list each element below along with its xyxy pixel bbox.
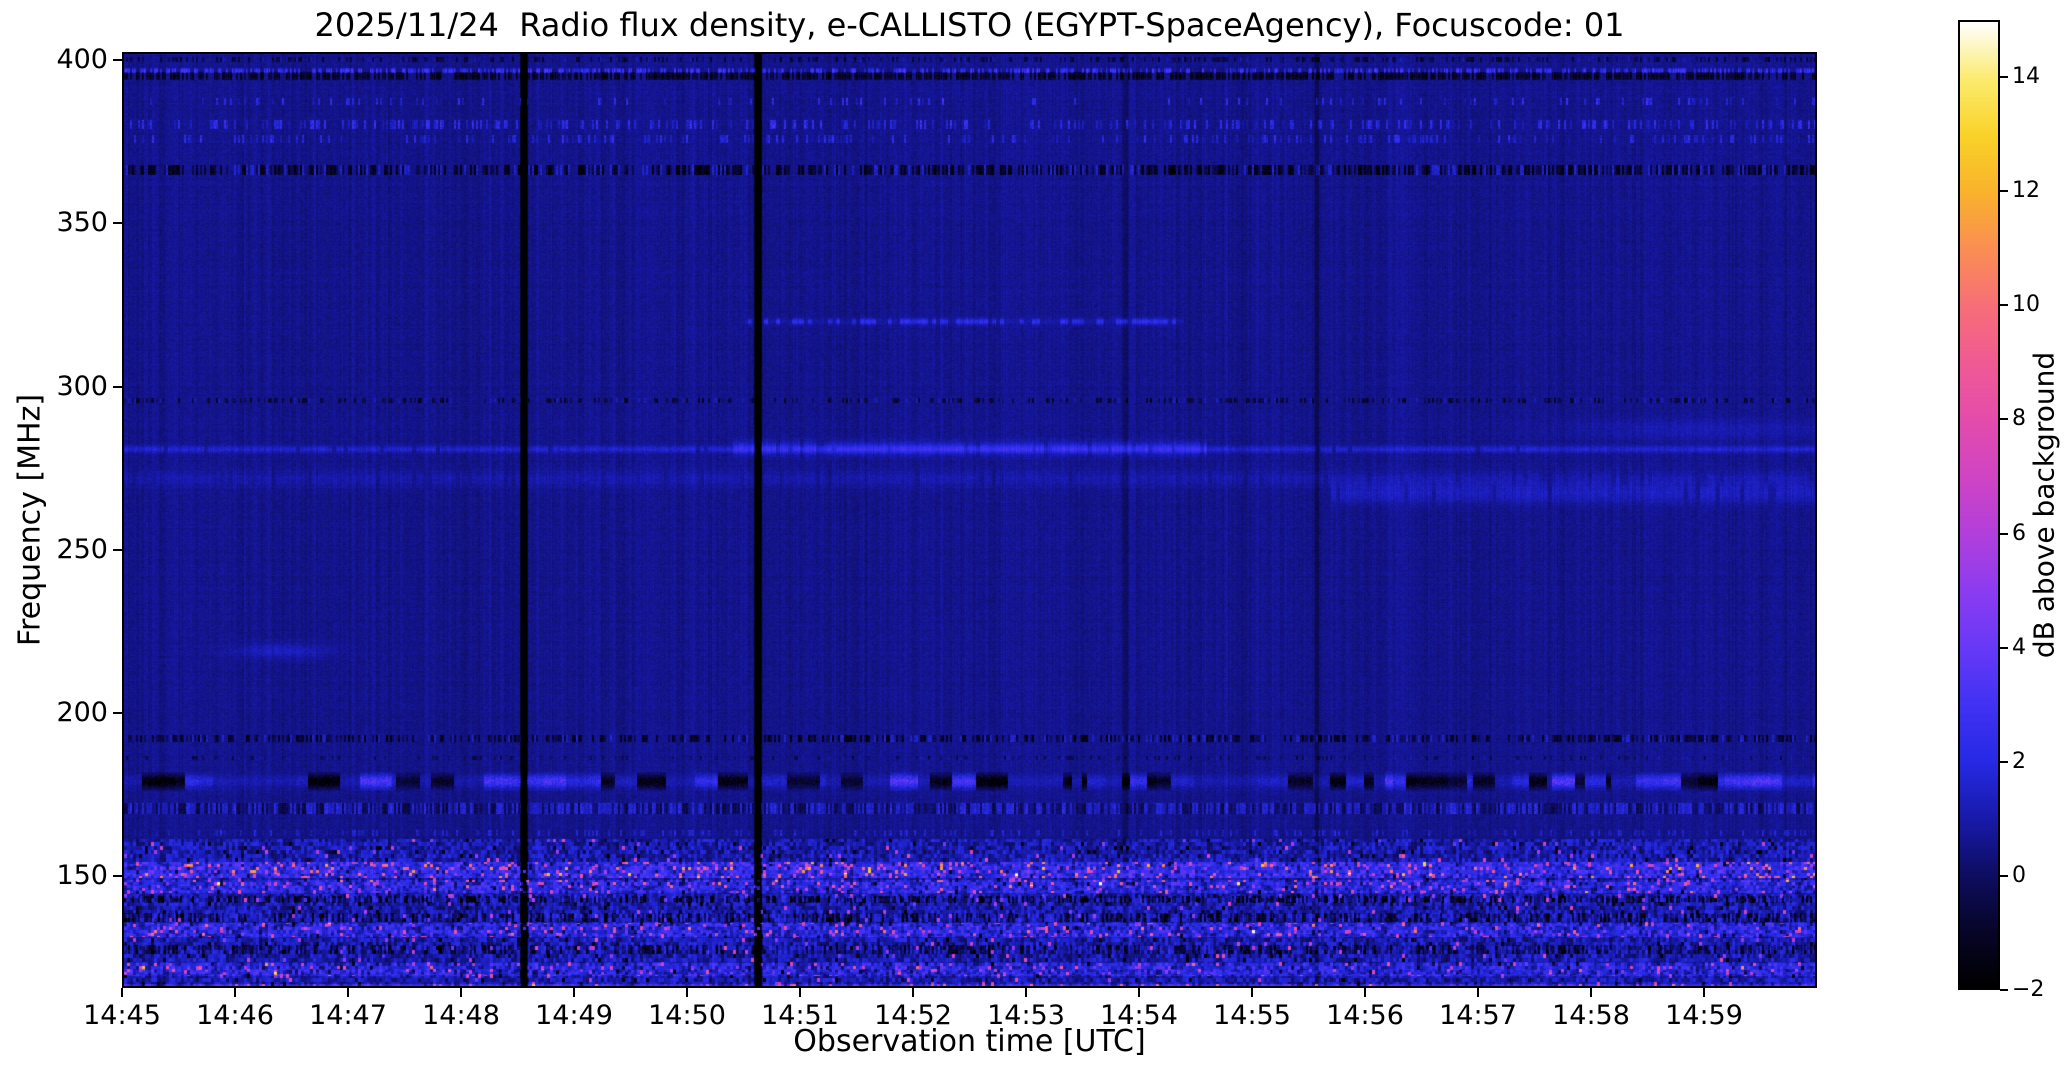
x-tick-mark <box>1590 988 1592 997</box>
y-tick-mark <box>113 875 122 878</box>
y-tick-mark <box>113 59 122 62</box>
colorbar-tick-label: 4 <box>2012 634 2026 660</box>
y-tick-mark <box>113 548 122 551</box>
x-tick-mark <box>573 988 575 997</box>
x-tick-label: 14:51 <box>761 1000 839 1031</box>
y-tick-label: 300 <box>56 370 108 402</box>
colorbar-tick-label: 0 <box>2012 862 2026 888</box>
colorbar-tick-mark <box>2000 646 2008 649</box>
x-tick-label: 14:49 <box>535 1000 613 1031</box>
colorbar-tick-mark <box>2000 760 2008 763</box>
x-tick-mark <box>121 988 123 997</box>
x-tick-label: 14:50 <box>648 1000 726 1031</box>
x-tick-label: 14:59 <box>1665 1000 1743 1031</box>
y-tick-mark <box>113 385 122 388</box>
x-tick-mark <box>460 988 462 997</box>
x-tick-label: 14:46 <box>196 1000 274 1031</box>
colorbar-tick-mark <box>2000 532 2008 535</box>
x-tick-mark <box>1477 988 1479 997</box>
y-axis-label: Frequency [MHz] <box>12 393 48 647</box>
x-tick-mark <box>799 988 801 997</box>
colorbar-tick-label: 14 <box>2012 64 2040 90</box>
colorbar-label: dB above background <box>2027 351 2061 659</box>
x-tick-label: 14:52 <box>874 1000 952 1031</box>
colorbar-tick-label: 12 <box>2012 178 2040 204</box>
y-tick-label: 250 <box>56 533 108 565</box>
colorbar-tick-mark <box>2000 874 2008 877</box>
chart-title: 2025/11/24 Radio flux density, e-CALLIST… <box>314 6 1625 44</box>
x-tick-label: 14:57 <box>1439 1000 1517 1031</box>
x-tick-mark <box>686 988 688 997</box>
x-tick-label: 14:54 <box>1100 1000 1178 1031</box>
x-tick-mark <box>1251 988 1253 997</box>
colorbar-tick-label: 2 <box>2012 748 2026 774</box>
colorbar-tick-label: 6 <box>2012 520 2026 546</box>
y-tick-label: 350 <box>56 207 108 239</box>
x-tick-label: 14:58 <box>1552 1000 1630 1031</box>
x-tick-mark <box>912 988 914 997</box>
y-tick-label: 400 <box>56 44 108 76</box>
y-tick-label: 150 <box>56 860 108 892</box>
x-axis-label: Observation time [UTC] <box>793 1024 1146 1059</box>
plot-area <box>122 52 1817 988</box>
x-tick-mark <box>1703 988 1705 997</box>
spectrogram-canvas <box>124 54 1815 986</box>
y-tick-label: 200 <box>56 696 108 728</box>
colorbar <box>1958 20 2000 990</box>
colorbar-tick-mark <box>2000 418 2008 421</box>
x-tick-mark <box>1138 988 1140 997</box>
colorbar-gradient-canvas <box>1960 22 1998 988</box>
colorbar-tick-mark <box>2000 304 2008 307</box>
x-tick-label: 14:55 <box>1213 1000 1291 1031</box>
colorbar-tick-label: −2 <box>2012 977 2045 1002</box>
x-tick-mark <box>347 988 349 997</box>
x-tick-label: 14:53 <box>987 1000 1065 1031</box>
y-tick-mark <box>113 222 122 225</box>
x-tick-mark <box>1025 988 1027 997</box>
colorbar-tick-mark <box>2000 190 2008 193</box>
x-tick-label: 14:47 <box>309 1000 387 1031</box>
x-tick-mark <box>234 988 236 997</box>
x-tick-label: 14:48 <box>422 1000 500 1031</box>
colorbar-tick-label: 10 <box>2012 292 2040 318</box>
colorbar-tick-label: 8 <box>2012 406 2026 432</box>
colorbar-tick-mark <box>2000 76 2008 79</box>
x-tick-label: 14:45 <box>83 1000 161 1031</box>
colorbar-tick-mark <box>2000 989 2008 991</box>
x-tick-mark <box>1364 988 1366 997</box>
y-tick-mark <box>113 711 122 714</box>
x-tick-label: 14:56 <box>1326 1000 1404 1031</box>
